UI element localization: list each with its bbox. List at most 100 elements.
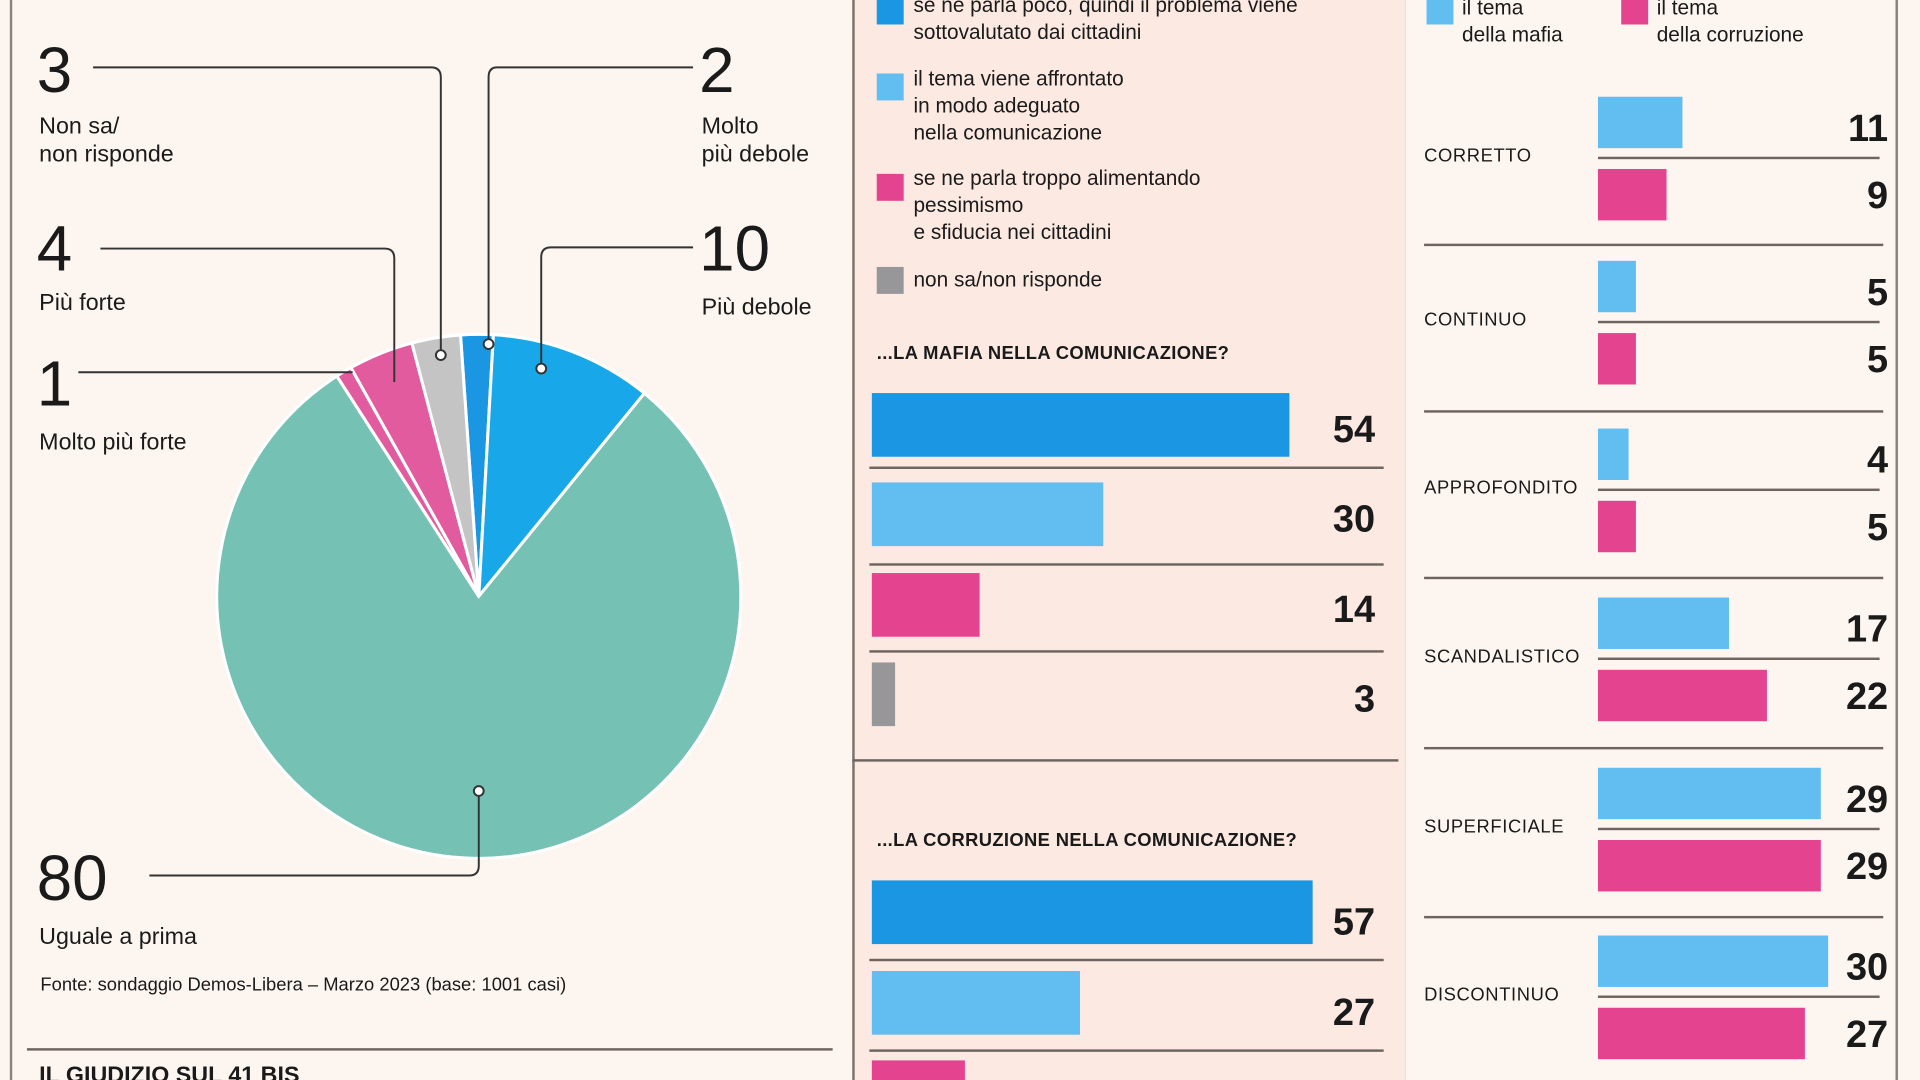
corruzione-bar-discontinuo — [1597, 1007, 1806, 1060]
corruzione-bar-continuo — [1597, 333, 1637, 385]
pie-label-10: Più debole — [701, 295, 812, 321]
mafia-value-1: 30 — [1332, 497, 1376, 541]
corruzione-value-1: 27 — [1332, 990, 1376, 1034]
category-label-superficiale: SUPERFICIALE — [1424, 816, 1565, 838]
legend-line: della mafia — [1462, 23, 1563, 47]
left-panel — [9, 0, 856, 1080]
pie-value-3: 3 — [36, 35, 73, 107]
category-label-continuo: CONTINUO — [1424, 309, 1527, 331]
legend-swatch-nonsa — [876, 266, 904, 294]
leader-dot — [434, 349, 447, 361]
leader-line-3 — [93, 66, 442, 356]
mafia-value-2: 14 — [1332, 587, 1376, 631]
mafia-bar-0 — [871, 393, 1290, 457]
pair-divider — [1597, 320, 1880, 323]
legend-line: il tema — [1462, 0, 1524, 20]
legend-line: e sfiducia nei cittadini — [913, 220, 1112, 244]
mafia-value-3: 3 — [1353, 677, 1376, 721]
mafia-row-divider — [869, 563, 1384, 566]
legend-corruzione: il tema della corruzione — [1657, 0, 1804, 49]
legend-line: della corruzione — [1656, 23, 1804, 47]
mafia-value-scandalistico: 17 — [1845, 607, 1889, 651]
label-line: Non sa/ — [39, 113, 120, 140]
legend-swatch-poco — [876, 0, 904, 25]
mafia-value-continuo: 5 — [1867, 270, 1889, 314]
pie-slice-2 — [215, 373, 743, 860]
corruzione-bar-scandalistico — [1597, 669, 1767, 722]
pie-label-4: Più forte — [39, 290, 126, 316]
pair-divider — [1597, 995, 1880, 998]
mafia-value-0: 54 — [1332, 407, 1376, 451]
legend-line: nella comunicazione — [913, 121, 1103, 145]
category-divider — [1424, 576, 1884, 580]
legend-poco: se ne parla poco, quindi il problema vie… — [913, 0, 1297, 47]
mafia-row-divider — [869, 650, 1384, 653]
pie-label-2: Molto più debole — [702, 113, 809, 169]
mafia-bar-1 — [871, 482, 1104, 547]
legend-swatch-troppo — [876, 173, 904, 201]
corruzione-value-0: 57 — [1332, 900, 1376, 943]
leader-line-10 — [540, 246, 694, 369]
pair-divider — [1597, 657, 1880, 660]
corruzione-value-approfondito: 5 — [1867, 505, 1889, 549]
pie-label-80: Uguale a prima — [39, 924, 197, 951]
legend-mafia: il tema della mafia — [1462, 0, 1563, 49]
label-line: non risponde — [39, 142, 174, 168]
legend-swatch-mafia — [1426, 0, 1454, 25]
pair-divider — [1597, 156, 1880, 159]
source-note: Fonte: sondaggio Demos-Libera – Marzo 20… — [40, 974, 567, 996]
legend-swatch-corruzione — [1621, 0, 1649, 25]
mafia-bar-corretto — [1597, 96, 1683, 149]
pie-value-4: 4 — [36, 214, 73, 286]
legend-swatch-adeguato — [876, 73, 904, 101]
mafia-bar-discontinuo — [1597, 935, 1829, 987]
category-label-scandalistico: SCANDALISTICO — [1424, 646, 1581, 668]
leader-lines — [78, 66, 694, 877]
category-divider — [1424, 410, 1884, 413]
category-label-corretto: CORRETTO — [1424, 145, 1532, 167]
pie-value-10: 10 — [699, 214, 771, 286]
corruzione-value-continuo: 5 — [1867, 337, 1889, 381]
pair-divider — [1597, 488, 1880, 491]
legend-line: in modo adeguato — [913, 94, 1081, 118]
pie-value-80: 80 — [36, 843, 108, 915]
pie-slice-1 — [476, 333, 647, 601]
corruzione-value-scandalistico: 22 — [1845, 674, 1889, 718]
mafia-chart-bottom-line — [852, 759, 1399, 762]
mafia-value-approfondito: 4 — [1867, 438, 1889, 482]
corruzione-value-superficiale: 29 — [1845, 844, 1889, 888]
corruzione-bar-1 — [871, 971, 1081, 1035]
mafia-value-superficiale: 29 — [1845, 777, 1889, 821]
legend-line: se ne parla troppo alimentando — [913, 166, 1201, 190]
category-label-approfondito: APPROFONDITO — [1424, 477, 1579, 499]
corruzione-row-divider — [869, 1049, 1384, 1052]
corruzione-row-divider — [869, 958, 1384, 962]
corruzione-bar-approfondito — [1597, 500, 1637, 553]
mafia-row-divider — [869, 466, 1384, 469]
legend-nonsa: non sa/non risponde — [913, 268, 1103, 292]
legend-line: sottovalutato dai cittadini — [913, 20, 1142, 45]
legend-troppo: se ne parla troppo alimentando pessimismo… — [913, 165, 1200, 246]
category-divider — [1424, 746, 1884, 750]
legend-adeguato: il tema viene affrontato in modo adeguato… — [913, 66, 1123, 147]
legend-line: il tema viene affrontato — [913, 67, 1124, 91]
mafia-bar-scandalistico — [1597, 597, 1729, 649]
pie-value-2: 2 — [699, 35, 735, 107]
category-divider — [1424, 243, 1884, 247]
corruzione-value-corretto: 9 — [1867, 173, 1889, 217]
corruzione-bar-2 — [871, 1060, 965, 1080]
pie-slice-5 — [409, 333, 481, 597]
pair-divider — [1597, 827, 1880, 830]
legend-line: se ne parla poco, quindi il problema vie… — [913, 0, 1298, 18]
mafia-bar-continuo — [1597, 260, 1637, 313]
mafia-chart-title: ...LA MAFIA NELLA COMUNICAZIONE? — [876, 342, 1230, 364]
mafia-bar-2 — [871, 573, 980, 637]
label-line: più debole — [701, 142, 810, 168]
pie-label-3: Non sa/non risponde — [39, 113, 174, 169]
pie-value-1: 1 — [36, 348, 73, 421]
leader-line-80 — [149, 791, 480, 877]
corruzione-bar-corretto — [1597, 168, 1668, 221]
pie-label-1: Molto più forte — [39, 429, 187, 456]
category-divider — [1424, 915, 1884, 919]
